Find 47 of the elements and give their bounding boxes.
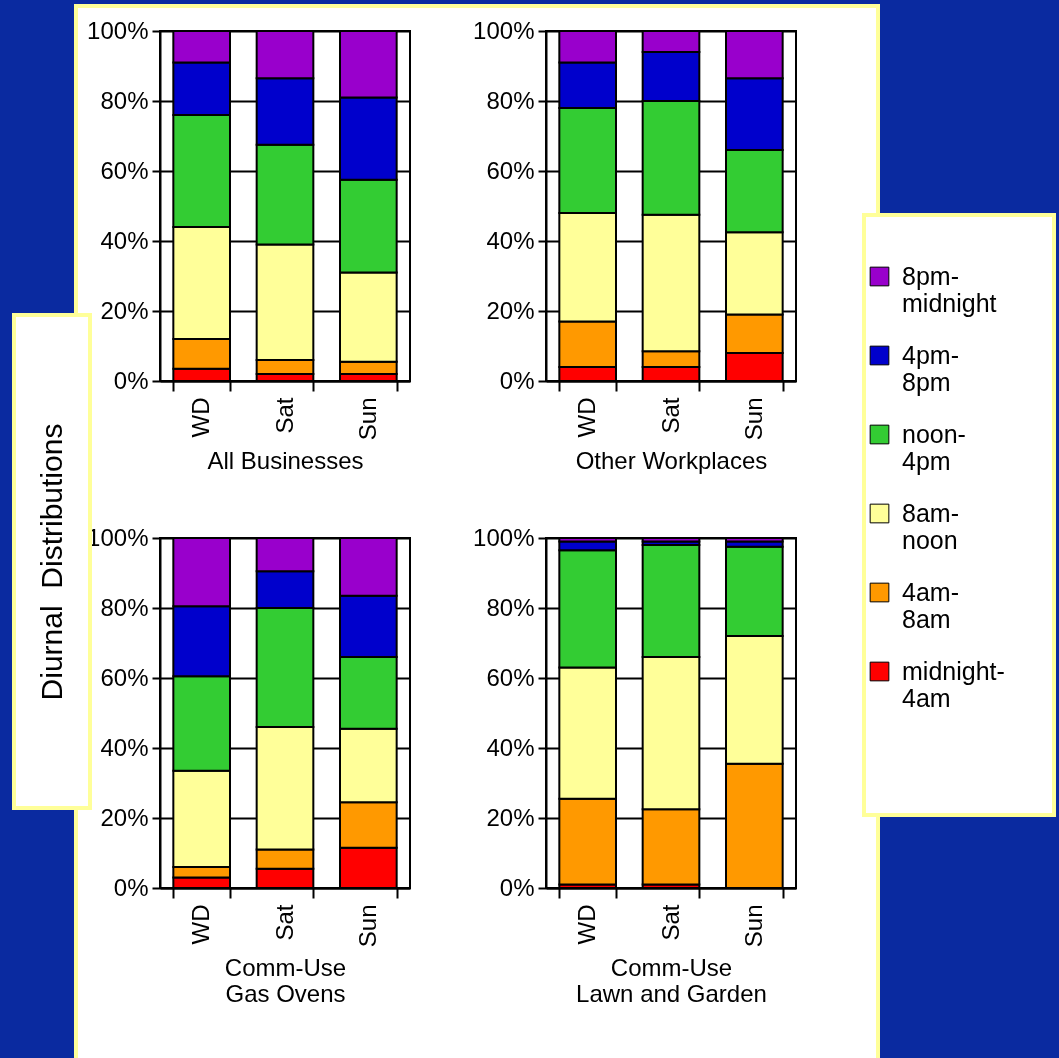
- y-tick-label: 80%: [100, 593, 149, 621]
- y-tick-label: 20%: [486, 803, 535, 831]
- x-tick-label: Sat: [656, 397, 684, 434]
- y-tick-label: 60%: [486, 663, 535, 691]
- legend-label: midnight-4am: [902, 656, 1005, 712]
- y-tick-label: 100%: [87, 16, 149, 44]
- y-tick-label: 60%: [100, 156, 149, 184]
- y-tick-label: 100%: [473, 16, 535, 44]
- y-tick-label: 60%: [486, 156, 535, 184]
- x-tick-label: Sat: [270, 397, 298, 434]
- y-tick-label: 0%: [113, 873, 149, 901]
- x-tick-label: Sun: [739, 904, 767, 948]
- legend-label: 8pm-midnight: [902, 261, 997, 317]
- x-axis-title: Other Workplaces: [575, 447, 768, 475]
- y-tick-label: 40%: [100, 226, 149, 254]
- y-tick-label: 80%: [486, 593, 535, 621]
- x-tick-label: Sun: [739, 397, 767, 441]
- y-tick-label: 0%: [113, 366, 149, 394]
- x-tick-label: Sun: [353, 904, 381, 948]
- x-tick-label: WD: [573, 904, 601, 945]
- y-tick-label: 40%: [486, 733, 535, 761]
- y-tick-label: 60%: [100, 663, 149, 691]
- x-axis-title: All Businesses: [207, 447, 364, 475]
- x-tick-label: Sat: [656, 904, 684, 941]
- y-tick-label: 40%: [486, 226, 535, 254]
- y-tick-label: 20%: [100, 803, 149, 831]
- legend-label: 4pm-8pm: [902, 340, 959, 396]
- y-tick-label: 20%: [486, 296, 535, 324]
- x-axis-title: Comm-Use Gas Ovens: [224, 954, 347, 1008]
- y-tick-label: 40%: [100, 733, 149, 761]
- x-tick-label: WD: [573, 397, 601, 438]
- y-axis-title: Diurnal Distributions: [35, 423, 69, 700]
- x-tick-label: WD: [187, 397, 215, 438]
- legend-label: 4am-8am: [902, 577, 959, 633]
- legend-label: 8am-noon: [902, 498, 959, 554]
- y-tick-label: 20%: [100, 296, 149, 324]
- x-tick-label: Sun: [353, 397, 381, 441]
- y-tick-label: 0%: [499, 366, 535, 394]
- y-tick-label: 0%: [499, 873, 535, 901]
- x-tick-label: WD: [187, 904, 215, 945]
- y-tick-label: 100%: [473, 523, 535, 551]
- x-tick-label: Sat: [270, 904, 298, 941]
- legend-label: noon-4pm: [902, 419, 966, 475]
- y-tick-label: 80%: [486, 86, 535, 114]
- y-tick-label: 80%: [100, 86, 149, 114]
- y-tick-label: 100%: [87, 523, 149, 551]
- x-axis-title: Comm-Use Lawn and Garden: [576, 954, 767, 1008]
